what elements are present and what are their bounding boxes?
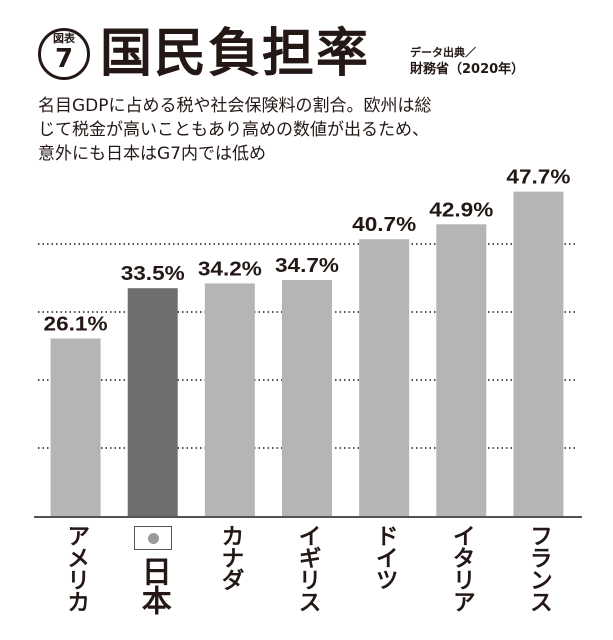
x-tick-label: 日本	[135, 556, 171, 614]
bar	[436, 224, 487, 516]
data-label: 33.5%	[121, 263, 185, 285]
x-tick-label: イタリア	[448, 524, 475, 612]
bar	[204, 283, 255, 516]
chart-description: 名目GDPに占める税や社会保険料の割合。欧州は総じて税金が高いこともあり高めの数…	[38, 96, 432, 164]
japan-flag-icon	[133, 526, 172, 550]
x-tick-label: ドイツ	[371, 524, 398, 590]
bar	[513, 191, 564, 516]
x-tick-label: イギリス	[294, 524, 320, 612]
data-label: 47.7%	[506, 167, 570, 189]
data-label: 34.7%	[275, 255, 339, 277]
figure-badge: 図表 7	[38, 28, 90, 80]
badge-number: 7	[54, 44, 74, 74]
badge-label: 図表	[53, 32, 75, 45]
x-tick-label: カナダ	[216, 524, 243, 590]
data-source: データ出典／ 財務省（2020年）	[410, 44, 524, 78]
source-line2: 財務省（2020年）	[410, 62, 525, 77]
bar	[359, 239, 410, 517]
source-line1: データ出典／	[410, 46, 476, 59]
data-label: 26.1%	[44, 314, 108, 336]
data-label: 42.9%	[429, 199, 493, 221]
x-tick-label: アメリカ	[62, 524, 89, 612]
data-label: 34.2%	[198, 258, 262, 280]
data-label: 40.7%	[352, 214, 416, 236]
x-tick-label: フランス	[525, 524, 552, 612]
bar	[282, 280, 332, 516]
bar	[127, 288, 178, 516]
bar	[50, 338, 101, 516]
chart-title: 国民負担率	[100, 24, 371, 84]
